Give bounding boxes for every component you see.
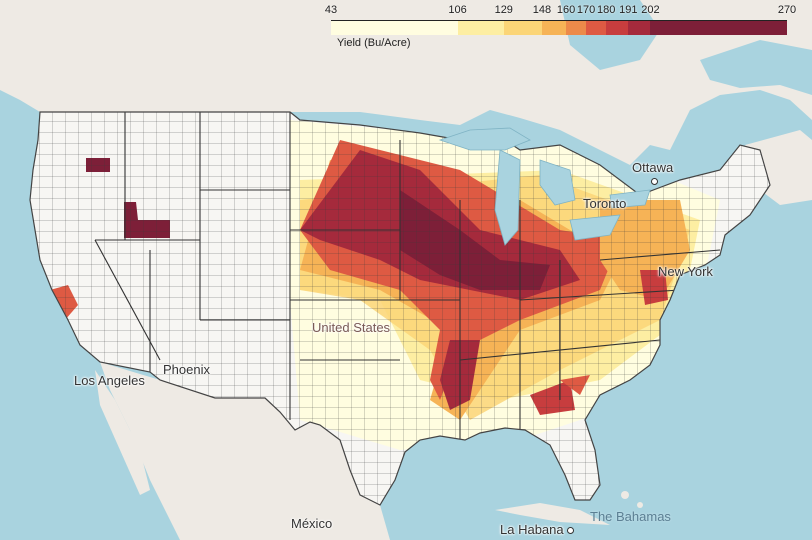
colorbar-legend: 43 106 129 148 160 170 180 191 202 270 Yield (Bu/… <box>325 4 796 54</box>
colorbar-segment <box>628 21 651 35</box>
place-label-toronto: Toronto <box>583 196 627 211</box>
place-label-los-angeles: Los Angeles <box>74 373 145 388</box>
colorbar-segment <box>586 21 607 35</box>
place-label-ottawa: Ottawa <box>632 160 674 175</box>
colorbar-segment <box>606 21 629 35</box>
place-label-phoenix: Phoenix <box>163 362 210 377</box>
colorbar-tick-label: 270 <box>777 4 797 16</box>
colorbar-tick-label: 129 <box>494 4 513 16</box>
colorbar-tick-label: 148 <box>532 4 552 16</box>
colorbar-tick-label: 43 <box>324 4 338 16</box>
place-label-mexico: México <box>291 516 333 531</box>
colorbar-gradient <box>331 20 787 35</box>
place-label-new-york: New York <box>658 264 713 279</box>
colorbar-segment <box>565 21 587 35</box>
colorbar-segment <box>541 21 566 35</box>
colorbar-tick-label: 170 <box>576 4 596 16</box>
colorbar-tick-label: 180 <box>597 4 616 16</box>
city-dot-icon <box>651 178 658 185</box>
colorbar-segment <box>457 21 504 35</box>
place-label-la-habana: La Habana <box>500 522 574 537</box>
colorbar-tick-label: 106 <box>448 4 467 16</box>
colorbar-tick-label: 202 <box>641 4 660 16</box>
place-label-bahamas: The Bahamas <box>590 509 671 524</box>
colorbar-segment <box>503 21 542 35</box>
city-dot-icon <box>566 527 574 535</box>
colorbar-segment <box>331 21 458 35</box>
colorbar-title: Yield (Bu/Acre) <box>337 37 411 49</box>
place-label-united-states: United States <box>312 320 391 335</box>
colorbar-segment <box>650 21 787 35</box>
colorbar-tick-label: 160 <box>556 4 576 16</box>
colorbar-tick-label: 191 <box>619 4 638 16</box>
